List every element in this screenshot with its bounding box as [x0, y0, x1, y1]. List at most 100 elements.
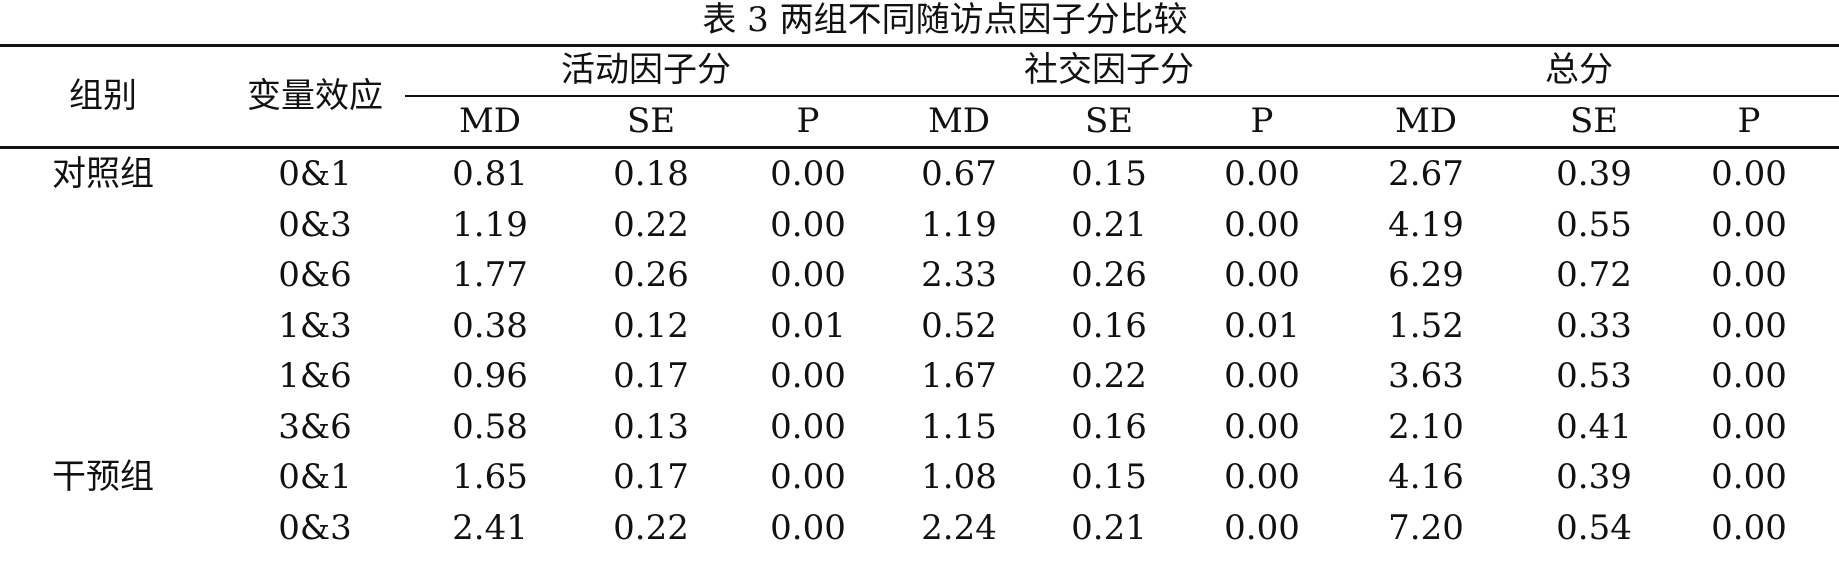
value-cell: 0.00 — [1711, 457, 1787, 497]
value-cell: 0.00 — [770, 255, 846, 295]
value-cell: 0.67 — [921, 154, 997, 194]
value-cell: 0.00 — [770, 457, 846, 497]
column-header: MD — [927, 101, 991, 141]
value-cell: 0.15 — [1071, 457, 1147, 497]
value-cell: 0.00 — [1224, 406, 1300, 447]
value-cell: 0.26 — [1071, 255, 1147, 295]
group-header: 社交因子分 — [1024, 50, 1194, 90]
value-cell: 0.00 — [1711, 305, 1787, 346]
value-cell: 0.81 — [452, 154, 528, 194]
group-cell: 对照组 — [52, 154, 154, 194]
value-cell: 0.00 — [1224, 507, 1300, 548]
value-cell: 1.65 — [452, 457, 528, 497]
value-cell: 0.18 — [613, 154, 689, 194]
value-cell: 0.00 — [1711, 154, 1787, 194]
value-cell: 0.53 — [1556, 356, 1632, 396]
value-cell: 0.13 — [613, 406, 689, 447]
group-cell: 干预组 — [52, 457, 154, 497]
value-cell: 0.12 — [613, 305, 689, 346]
value-cell: 0.00 — [770, 204, 846, 245]
value-cell: 0.01 — [770, 305, 846, 346]
value-cell: 0.22 — [613, 507, 689, 548]
value-cell: 0.21 — [1071, 204, 1147, 245]
effect-cell: 0&1 — [278, 154, 352, 194]
value-cell: 0.00 — [1224, 154, 1300, 194]
row-header: 变量效应 — [247, 76, 383, 116]
top-rule — [0, 44, 1839, 47]
value-cell: 4.16 — [1388, 457, 1464, 497]
row-header: 组别 — [69, 76, 137, 116]
effect-cell: 1&3 — [278, 305, 352, 346]
value-cell: 0.16 — [1071, 406, 1147, 447]
value-cell: 0.16 — [1071, 305, 1147, 346]
value-cell: 0.00 — [770, 507, 846, 548]
column-header: P — [796, 101, 820, 141]
value-cell: 0.22 — [1071, 356, 1147, 396]
value-cell: 2.10 — [1388, 406, 1464, 447]
value-cell: 1.67 — [921, 356, 997, 396]
value-cell: 3.63 — [1388, 356, 1464, 396]
value-cell: 2.67 — [1388, 154, 1464, 194]
value-cell: 0.00 — [1711, 406, 1787, 447]
value-cell: 4.19 — [1388, 204, 1464, 245]
value-cell: 2.41 — [452, 507, 528, 548]
effect-cell: 0&1 — [278, 457, 352, 497]
value-cell: 7.20 — [1388, 507, 1464, 548]
value-cell: 0.00 — [770, 406, 846, 447]
value-cell: 0.00 — [1224, 457, 1300, 497]
group-rule — [405, 95, 1839, 97]
value-cell: 0.00 — [1224, 356, 1300, 396]
value-cell: 6.29 — [1388, 255, 1464, 295]
effect-cell: 0&3 — [278, 507, 352, 548]
column-header: SE — [626, 101, 676, 141]
value-cell: 0.72 — [1556, 255, 1632, 295]
value-cell: 2.33 — [921, 255, 997, 295]
effect-cell: 3&6 — [278, 406, 352, 447]
column-header: P — [1250, 101, 1274, 141]
header-rule — [0, 146, 1839, 149]
column-header: SE — [1084, 101, 1134, 141]
value-cell: 0.39 — [1556, 457, 1632, 497]
value-cell: 1.19 — [921, 204, 997, 245]
column-header: MD — [1394, 101, 1458, 141]
value-cell: 0.96 — [452, 356, 528, 396]
value-cell: 2.24 — [921, 507, 997, 548]
group-header: 总分 — [1545, 50, 1613, 90]
value-cell: 0.00 — [770, 356, 846, 396]
column-header: P — [1737, 101, 1761, 141]
value-cell: 0.00 — [1711, 507, 1787, 548]
value-cell: 0.01 — [1224, 305, 1300, 346]
effect-cell: 0&3 — [278, 204, 352, 245]
value-cell: 0.38 — [452, 305, 528, 346]
table-title: 表 3 两组不同随访点因子分比较 — [702, 0, 1188, 40]
value-cell: 1.52 — [1388, 305, 1464, 346]
value-cell: 0.00 — [770, 154, 846, 194]
effect-cell: 1&6 — [278, 356, 352, 396]
value-cell: 1.77 — [452, 255, 528, 295]
value-cell: 1.19 — [452, 204, 528, 245]
value-cell: 0.00 — [1711, 204, 1787, 245]
value-cell: 0.26 — [613, 255, 689, 295]
value-cell: 0.41 — [1556, 406, 1632, 447]
value-cell: 0.54 — [1556, 507, 1632, 548]
effect-cell: 0&6 — [278, 255, 352, 295]
value-cell: 0.33 — [1556, 305, 1632, 346]
column-header: SE — [1569, 101, 1619, 141]
value-cell: 0.22 — [613, 204, 689, 245]
value-cell: 0.00 — [1711, 356, 1787, 396]
value-cell: 0.00 — [1224, 255, 1300, 295]
value-cell: 0.17 — [613, 356, 689, 396]
value-cell: 0.00 — [1224, 204, 1300, 245]
value-cell: 1.08 — [921, 457, 997, 497]
group-header: 活动因子分 — [561, 50, 731, 90]
value-cell: 0.39 — [1556, 154, 1632, 194]
value-cell: 0.17 — [613, 457, 689, 497]
column-header: MD — [458, 101, 522, 141]
value-cell: 0.52 — [921, 305, 997, 346]
value-cell: 1.15 — [921, 406, 997, 447]
value-cell: 0.55 — [1556, 204, 1632, 245]
value-cell: 0.00 — [1711, 255, 1787, 295]
value-cell: 0.21 — [1071, 507, 1147, 548]
value-cell: 0.58 — [452, 406, 528, 447]
